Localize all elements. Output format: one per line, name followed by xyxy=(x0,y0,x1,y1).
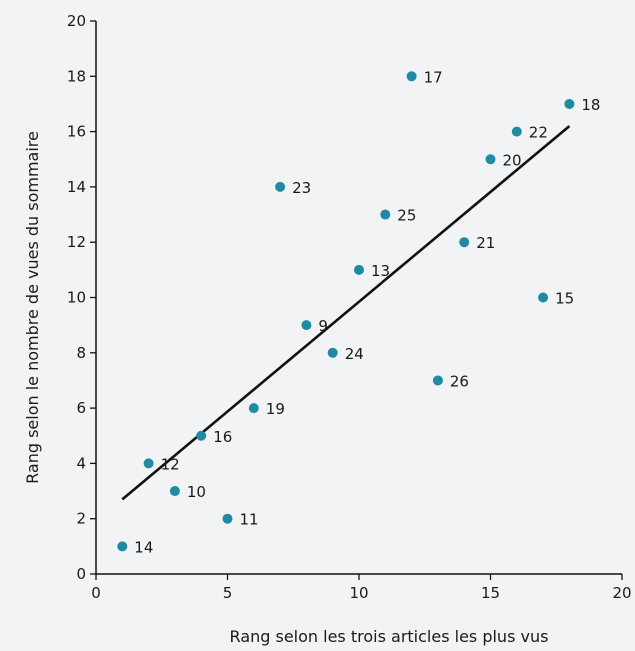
y-tick-label: 14 xyxy=(67,178,86,196)
data-point xyxy=(248,403,259,414)
x-tick-label: 20 xyxy=(612,584,631,602)
point-label: 10 xyxy=(187,483,206,501)
point-label: 9 xyxy=(318,317,328,335)
x-tick-label: 10 xyxy=(349,584,368,602)
point-label: 23 xyxy=(292,179,311,197)
data-point xyxy=(117,541,128,552)
x-axis-title: Rang selon les trois articles les plus v… xyxy=(230,627,549,646)
data-point xyxy=(380,209,391,220)
point-label: 22 xyxy=(529,124,548,142)
y-tick-label: 10 xyxy=(67,289,86,307)
x-tick-label: 15 xyxy=(481,584,500,602)
point-label: 26 xyxy=(450,372,469,390)
trend-line-group xyxy=(121,125,571,501)
y-tick-label: 12 xyxy=(67,233,86,251)
data-point xyxy=(538,292,549,303)
data-point xyxy=(327,347,338,358)
point-label: 20 xyxy=(503,151,522,169)
point-label: 19 xyxy=(266,400,285,418)
y-tick-label: 18 xyxy=(67,67,86,85)
data-point xyxy=(301,320,312,331)
y-tick-label: 16 xyxy=(67,123,86,141)
y-axis-title: Rang selon le nombre de vues du sommaire xyxy=(23,131,42,484)
y-tick-label: 20 xyxy=(67,12,86,30)
data-point xyxy=(485,154,496,165)
point-label: 16 xyxy=(213,428,232,446)
x-tick-label: 0 xyxy=(91,584,101,602)
point-label: 21 xyxy=(476,234,495,252)
point-label: 24 xyxy=(345,345,364,363)
point-label: 14 xyxy=(134,538,153,556)
point-label: 13 xyxy=(371,262,390,280)
x-tick-label: 5 xyxy=(223,584,233,602)
y-tick-label: 0 xyxy=(76,565,86,583)
data-points: 14 12 10 16 11 19 23 9 24 13 25 17 26 21 20 22 15 18 xyxy=(117,68,600,556)
point-label: 17 xyxy=(424,68,443,86)
point-label: 15 xyxy=(555,290,574,308)
data-point xyxy=(222,513,233,524)
y-tick-label: 6 xyxy=(76,399,86,417)
point-label: 11 xyxy=(240,511,259,529)
point-label: 18 xyxy=(581,96,600,114)
y-tick-label: 8 xyxy=(76,344,86,362)
point-label: 12 xyxy=(161,455,180,473)
data-point xyxy=(432,375,443,386)
data-point xyxy=(511,126,522,137)
y-tick-label: 2 xyxy=(76,510,86,528)
data-point xyxy=(196,430,207,441)
data-point xyxy=(169,486,180,497)
trend-line xyxy=(121,125,571,501)
y-tick-label: 4 xyxy=(76,454,86,472)
data-point xyxy=(459,237,470,248)
data-point xyxy=(354,264,364,275)
data-point xyxy=(564,98,575,109)
point-label: 25 xyxy=(397,207,416,225)
data-point xyxy=(406,71,417,82)
data-point xyxy=(143,458,154,469)
data-point xyxy=(275,181,286,192)
